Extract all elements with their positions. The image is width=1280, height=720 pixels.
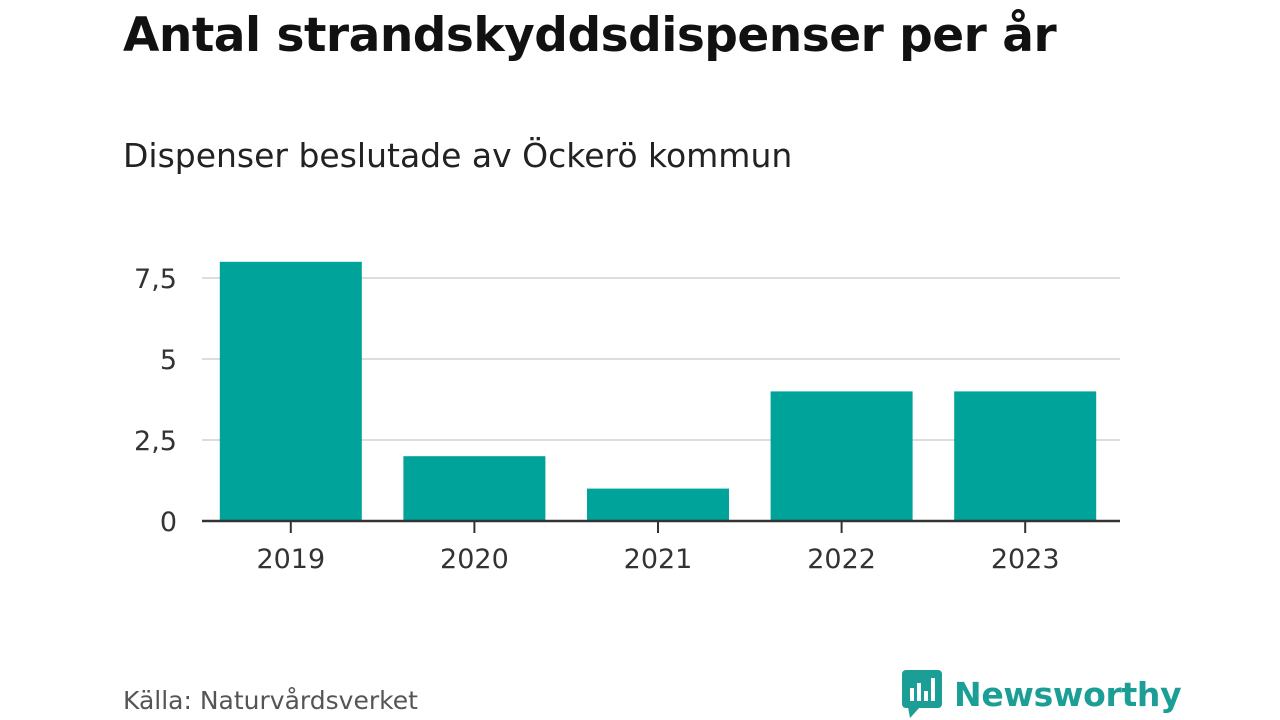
bar-2021 — [587, 488, 729, 521]
axes — [202, 519, 1120, 533]
x-tick-label: 2019 — [256, 544, 325, 575]
x-tick-label: 2021 — [624, 544, 693, 575]
y-tick-label: 0 — [160, 507, 177, 538]
bar-2023 — [954, 391, 1097, 521]
y-tick-label: 7,5 — [134, 264, 177, 295]
bars — [219, 261, 1097, 521]
source-note: Källa: Naturvårdsverket — [123, 686, 418, 715]
brand-logo: Newsworthy — [902, 670, 1182, 718]
x-tick-label: 2022 — [807, 544, 876, 575]
bar-2022 — [770, 391, 913, 521]
x-tick-label: 2023 — [991, 544, 1060, 575]
x-tick-label: 2020 — [440, 544, 509, 575]
bar-2019 — [219, 261, 362, 521]
chart-subtitle: Dispenser beslutade av Öckerö kommun — [123, 136, 793, 175]
tick-labels: 0 2,5 5 7,5 2019 2020 2021 2022 2023 — [134, 264, 1060, 575]
bar-2020 — [403, 456, 546, 521]
brand-name: Newsworthy — [954, 674, 1182, 714]
y-tick-label: 5 — [160, 345, 177, 376]
y-tick-label: 2,5 — [134, 426, 177, 457]
chart-title: Antal strandskyddsdispenser per år — [123, 8, 1057, 63]
newsworthy-logo-icon — [902, 670, 942, 718]
